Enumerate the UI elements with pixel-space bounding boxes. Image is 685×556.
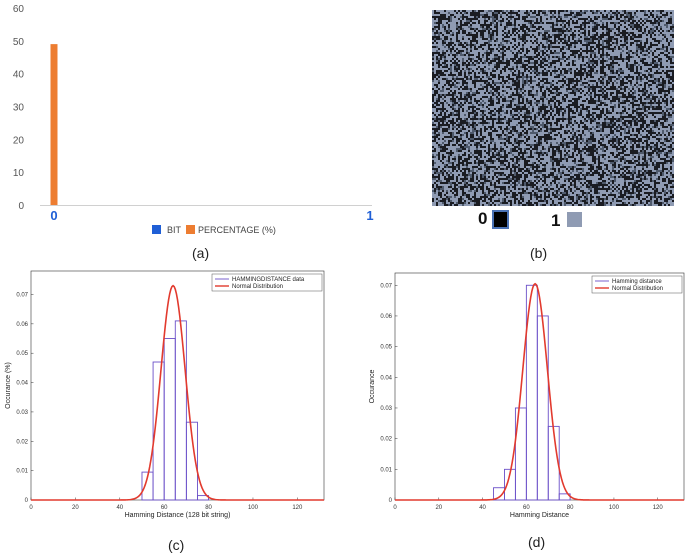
caption-b: (b)	[530, 245, 548, 261]
x-tick-label: 80	[205, 505, 212, 511]
y-tick-label: 0	[25, 498, 29, 504]
y-tick-label: 0.06	[380, 314, 392, 320]
legend-percentage-label: PERCENTAGE (%)	[198, 225, 276, 235]
y-tick-label: 60	[13, 4, 25, 15]
bar-percentage-0	[50, 44, 58, 205]
x-tick-label: 120	[292, 505, 303, 511]
x-tick-label-0: 0	[50, 208, 57, 223]
hamming-histogram-d: 0 20 40 60 80 100 120 0 0.01 0.02 0.03 0.04 0.05 0.06…	[369, 272, 685, 519]
legend-bit-swatch	[152, 225, 161, 234]
y-axis-label: Occurance	[369, 369, 376, 403]
x-tick-label: 100	[609, 505, 620, 511]
y-tick-label: 0.02	[380, 437, 392, 443]
y-tick-label: 50	[13, 37, 25, 48]
y-tick-label: 20	[13, 135, 25, 146]
y-tick-label: 30	[13, 103, 25, 114]
legend-hist-label: Hamming distance	[612, 279, 662, 285]
x-tick-label: 120	[653, 505, 664, 511]
y-tick-label: 0.01	[16, 469, 28, 475]
legend-box	[591, 275, 683, 294]
x-tick-label: 0	[29, 505, 33, 511]
x-tick-label: 20	[72, 505, 79, 511]
legend-bit-label: BIT	[167, 225, 182, 235]
x-tick-label: 100	[248, 505, 259, 511]
y-tick-label: 0.04	[380, 375, 392, 381]
normal-curve	[31, 284, 324, 501]
y-tick-label: 0.04	[16, 381, 28, 387]
y-tick-label: 0	[389, 498, 393, 504]
histogram-bar	[185, 421, 198, 501]
y-tick-label: 0.07	[380, 283, 392, 289]
y-tick-label: 0.03	[380, 406, 392, 412]
caption-c: (c)	[168, 537, 185, 553]
pattern-one-cells	[432, 10, 674, 206]
legend-box	[211, 273, 323, 292]
legend-hist-label: HAMMINGDISTANCE data	[232, 277, 305, 283]
y-tick-label: 0	[18, 201, 24, 212]
y-tick-label: 40	[13, 70, 25, 81]
normal-curve	[395, 282, 684, 501]
x-tick-label-1: 1	[366, 208, 373, 223]
legend-percentage-swatch	[186, 225, 195, 234]
x-tick-label: 40	[116, 505, 123, 511]
legend-one-swatch	[567, 212, 582, 227]
x-tick-label: 20	[435, 505, 442, 511]
y-tick-label: 10	[13, 168, 25, 179]
legend-zero-label: 0	[478, 209, 488, 228]
caption-d: (d)	[528, 534, 546, 550]
y-tick-label: 0.03	[16, 410, 28, 416]
x-tick-label: 40	[479, 505, 486, 511]
pattern-legend: 0 1	[478, 208, 638, 232]
y-tick-label: 0.06	[16, 322, 28, 328]
x-tick-label: 60	[523, 505, 530, 511]
legend-zero-swatch	[492, 210, 509, 229]
legend-one-label: 1	[551, 211, 561, 230]
x-tick-label: 80	[567, 505, 574, 511]
x-tick-label: 0	[393, 505, 397, 511]
y-tick-label: 0.05	[16, 351, 28, 357]
legend-curve-label: Normal Distribution	[232, 284, 283, 290]
y-tick-label: 0.05	[380, 345, 392, 351]
legend-curve-label: Normal Distribution	[612, 286, 663, 292]
caption-a: (a)	[192, 245, 210, 261]
y-tick-label: 0.02	[16, 439, 28, 445]
plot-frame	[30, 270, 325, 501]
y-tick-label: 0.01	[380, 467, 392, 473]
y-axis-label: Occurance (%)	[5, 362, 12, 409]
bit-percentage-chart: 0 10 20 30 40 50 60 0 1 BIT PERCENTAGE (%)	[13, 4, 374, 235]
y-tick-label: 0.07	[16, 292, 28, 298]
binary-pattern-image	[432, 10, 674, 206]
x-axis-label: Hamming Distance (128 bit string)	[125, 512, 231, 519]
x-tick-label: 60	[161, 505, 168, 511]
x-axis-label: Hamming Distance	[510, 512, 569, 519]
plot-frame	[394, 272, 685, 501]
hamming-histogram-c: 0 20 40 60 80 100 120 0 0.01 0.02 0.03 0.04 0.05 0.06…	[5, 270, 325, 519]
